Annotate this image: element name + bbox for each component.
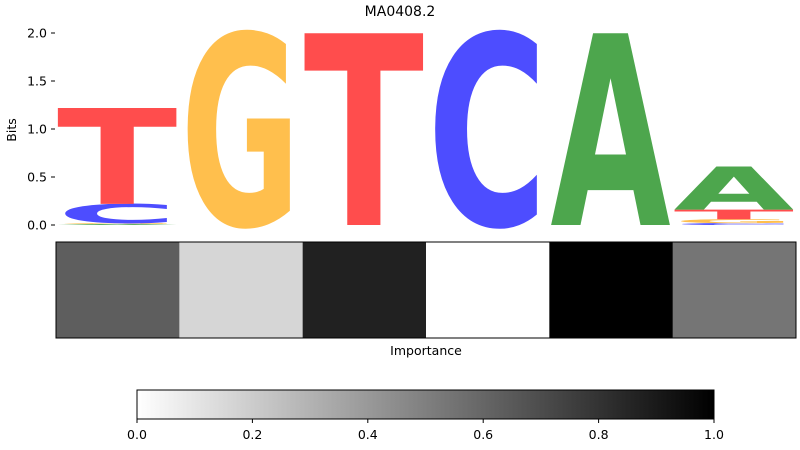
colorbar-tick-label: 0.4 [358, 427, 378, 442]
logo-letter-A: A [674, 155, 794, 224]
heatmap-cell [426, 242, 550, 338]
logo-y-tick-label: 0.5 [27, 170, 47, 185]
logo-letter-G: G [180, 0, 300, 288]
heatmap-cells [56, 242, 797, 338]
logo-y-ticks: 0.0 0.5 1.0 1.5 2.0 [27, 26, 55, 233]
logo-y-tick-label: 1.0 [27, 122, 47, 137]
logo-letter-T: T [674, 207, 794, 222]
colorbar-tick-label: 0.8 [589, 427, 609, 442]
importance-heatmap: Importance [55, 241, 797, 358]
logo-letter-G: G [674, 218, 794, 224]
logo-y-tick-label: 2.0 [27, 26, 47, 41]
colorbar-tick-label: 0.0 [127, 427, 147, 442]
logo-letter-T: T [304, 0, 424, 287]
logo-letter-A: A [550, 0, 670, 287]
logo-y-tick-label: 0.0 [27, 218, 47, 233]
logo-letter-C: C [57, 199, 177, 230]
logo-y-tick-label: 1.5 [27, 74, 47, 89]
heatmap-frame [55, 241, 797, 339]
colorbar: 0.0 0.2 0.4 0.6 0.8 1.0 [127, 389, 724, 442]
logo-letter-G: G [57, 223, 177, 225]
colorbar-ticks: 0.0 0.2 0.4 0.6 0.8 1.0 [127, 419, 724, 442]
colorbar-gradient [136, 389, 715, 420]
heatmap-cell [549, 242, 674, 338]
heatmap-cell [179, 242, 304, 338]
colorbar-tick-label: 0.2 [242, 427, 262, 442]
heatmap-x-axis-label: Importance [390, 343, 462, 358]
heatmap-cell [672, 242, 797, 338]
heatmap-cell [56, 242, 180, 338]
logo-y-axis-label: Bits [4, 118, 19, 141]
logo-letter-C: C [427, 0, 547, 287]
colorbar-tick-label: 0.6 [473, 427, 493, 442]
logo-title: MA0408.2 [365, 4, 436, 20]
heatmap-cell [302, 242, 427, 338]
logo-letter-T: T [57, 82, 177, 235]
logo-letter-C: C [674, 223, 794, 226]
logo-letter-A: A [57, 224, 177, 226]
colorbar-tick-label: 1.0 [704, 427, 724, 442]
